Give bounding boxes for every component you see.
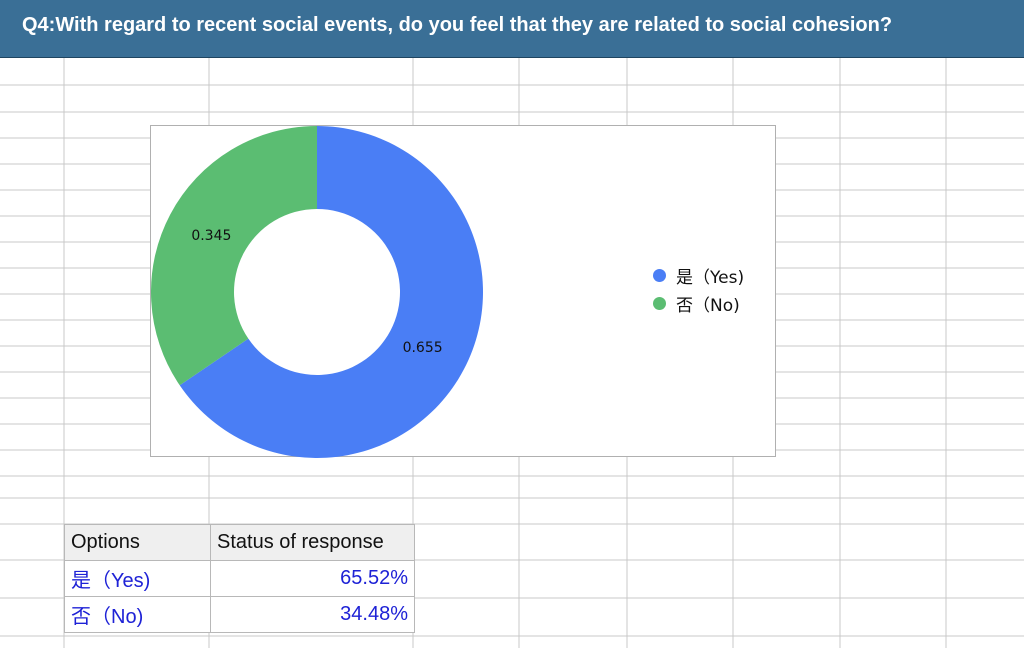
option-cell-yes[interactable]: 是（Yes) (64, 560, 211, 597)
option-cell-no[interactable]: 否（No) (64, 596, 211, 633)
chart-legend: 是（Yes) 否（No) (653, 261, 744, 317)
legend-label-yes: 是（Yes) (676, 267, 745, 288)
table-row: 是（Yes) 65.52% (64, 560, 415, 597)
header-options[interactable]: Options (64, 524, 211, 561)
legend-item-no: 否（No) (653, 289, 744, 317)
table-row: 否（No) 34.48% (64, 596, 415, 633)
slice-yes[interactable] (179, 126, 483, 458)
data-label-no: 0.345 (191, 228, 231, 244)
response-table: Options Status of response 是（Yes) 65.52%… (64, 524, 415, 633)
question-title: Q4:With regard to recent social events, … (22, 14, 893, 36)
question-header: Q4:With regard to recent social events, … (0, 0, 1024, 58)
chart-panel[interactable]: 0.655 0.345 是（Yes) 否（No) (150, 125, 776, 458)
legend-marker-yes (653, 268, 666, 282)
slice-no[interactable] (151, 126, 317, 386)
table-header-row: Options Status of response (64, 524, 415, 561)
legend-item-yes: 是（Yes) (653, 261, 744, 289)
data-label-yes: 0.655 (403, 340, 443, 356)
value-cell-yes[interactable]: 65.52% (210, 560, 415, 597)
value-cell-no[interactable]: 34.48% (210, 596, 415, 633)
legend-marker-no (653, 296, 666, 310)
donut-chart: 0.655 0.345 (151, 126, 483, 458)
legend-label-no: 否（No) (676, 295, 740, 316)
header-status[interactable]: Status of response (210, 524, 415, 561)
